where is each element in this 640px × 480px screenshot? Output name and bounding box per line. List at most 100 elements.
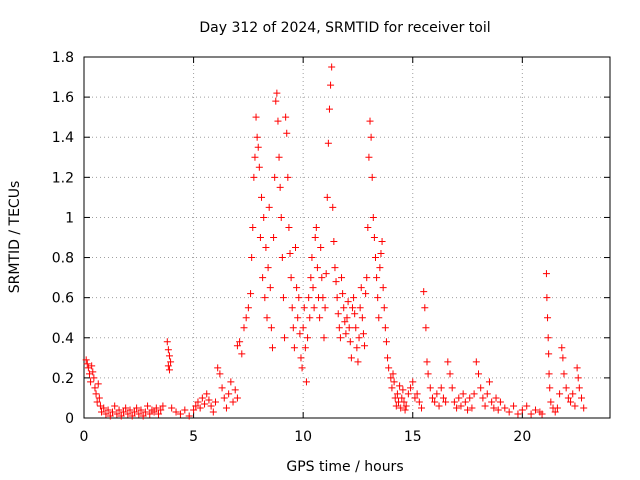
data-point: [343, 314, 351, 322]
data-point: [137, 406, 145, 414]
data-point: [381, 324, 389, 332]
data-point: [300, 304, 308, 312]
data-points: [82, 63, 588, 420]
data-point: [423, 358, 431, 366]
data-point: [404, 390, 412, 398]
data-point: [351, 310, 359, 318]
data-point: [242, 314, 250, 322]
data-point: [421, 304, 429, 312]
data-point: [281, 334, 289, 342]
data-point: [263, 314, 271, 322]
data-point: [108, 408, 116, 416]
data-point: [335, 324, 343, 332]
data-point: [488, 398, 496, 406]
data-point: [409, 378, 417, 386]
data-point: [255, 163, 263, 171]
data-point: [279, 294, 287, 302]
data-point: [95, 394, 103, 402]
data-point: [233, 342, 241, 350]
data-point: [325, 105, 333, 113]
data-point: [253, 133, 261, 141]
data-point: [83, 360, 91, 368]
data-point: [268, 344, 276, 352]
data-point: [150, 408, 158, 416]
data-point: [543, 294, 551, 302]
data-point: [342, 330, 350, 338]
data-point: [439, 394, 447, 402]
data-point: [518, 406, 526, 414]
data-point: [90, 374, 98, 382]
data-point: [358, 314, 366, 322]
data-point: [422, 324, 430, 332]
data-point: [407, 384, 415, 392]
data-point: [494, 406, 502, 414]
data-point: [347, 354, 355, 362]
data-point: [139, 412, 147, 420]
data-point: [390, 378, 398, 386]
data-point: [377, 250, 385, 258]
data-point: [270, 234, 278, 241]
data-point: [308, 254, 316, 262]
data-point: [276, 183, 284, 191]
data-point: [334, 310, 342, 318]
data-point: [324, 139, 332, 147]
data-point: [287, 274, 295, 282]
y-tick-label: 1.6: [52, 90, 74, 106]
x-axis-title: GPS time / hours: [286, 459, 403, 475]
data-point: [389, 370, 397, 378]
data-point: [98, 408, 106, 416]
data-point: [267, 324, 275, 332]
data-point: [205, 396, 213, 404]
data-point: [330, 238, 338, 246]
data-point: [218, 384, 226, 392]
data-point: [89, 368, 97, 376]
data-point: [435, 402, 443, 410]
data-point: [119, 408, 127, 416]
data-point: [505, 408, 513, 416]
data-point: [370, 234, 378, 241]
data-point: [433, 390, 441, 398]
y-tick-label: 0.2: [52, 371, 74, 387]
data-point: [470, 390, 478, 398]
data-point: [544, 334, 552, 342]
data-point: [94, 380, 102, 388]
y-tick-label: 1.2: [52, 170, 74, 186]
data-point: [418, 404, 426, 412]
data-point: [428, 394, 436, 402]
data-point: [111, 402, 119, 410]
data-point: [290, 344, 298, 352]
data-point: [562, 384, 570, 392]
data-point: [298, 364, 306, 372]
data-point: [333, 294, 341, 302]
data-point: [455, 394, 463, 402]
data-point: [560, 370, 568, 378]
data-point: [402, 402, 410, 410]
data-point: [450, 398, 458, 406]
data-point: [472, 358, 480, 366]
data-point: [352, 324, 360, 332]
data-point: [318, 274, 326, 282]
data-point: [545, 370, 553, 378]
data-point: [254, 143, 262, 151]
data-point: [413, 390, 421, 398]
data-point: [275, 153, 283, 161]
data-point: [264, 264, 272, 272]
data-point: [531, 406, 539, 414]
data-point: [321, 304, 329, 312]
data-point: [163, 338, 171, 346]
data-point: [359, 330, 367, 338]
data-point: [481, 402, 489, 410]
data-point: [306, 314, 314, 322]
data-point: [167, 358, 175, 366]
data-point: [364, 223, 372, 231]
data-point: [387, 374, 395, 382]
data-point: [501, 404, 509, 412]
data-point: [399, 386, 407, 394]
data-point: [250, 173, 258, 181]
data-point: [286, 250, 294, 258]
data-point: [91, 384, 99, 392]
data-point: [168, 404, 176, 412]
data-point: [353, 344, 361, 352]
data-point: [376, 264, 384, 272]
